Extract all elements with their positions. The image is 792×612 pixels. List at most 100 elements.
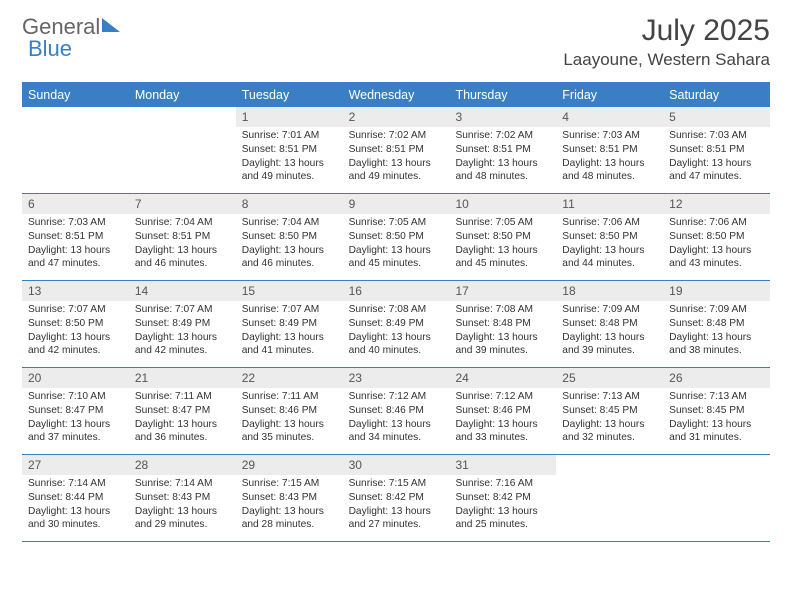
daylight-line: Daylight: 13 hours and 40 minutes. <box>349 331 444 359</box>
sunset-line: Sunset: 8:51 PM <box>135 230 230 244</box>
sunrise-line: Sunrise: 7:03 AM <box>562 129 657 143</box>
daylight-line: Daylight: 13 hours and 33 minutes. <box>455 418 550 446</box>
day-cell: 25Sunrise: 7:13 AMSunset: 8:45 PMDayligh… <box>556 368 663 454</box>
day-number: 7 <box>129 194 236 214</box>
sunrise-line: Sunrise: 7:10 AM <box>28 390 123 404</box>
day-number: 24 <box>449 368 556 388</box>
daylight-line: Daylight: 13 hours and 49 minutes. <box>349 157 444 185</box>
day-cell: 17Sunrise: 7:08 AMSunset: 8:48 PMDayligh… <box>449 281 556 367</box>
sunrise-line: Sunrise: 7:02 AM <box>455 129 550 143</box>
sunset-line: Sunset: 8:50 PM <box>349 230 444 244</box>
day-number: 13 <box>22 281 129 301</box>
day-body: Sunrise: 7:06 AMSunset: 8:50 PMDaylight:… <box>663 214 770 275</box>
day-cell: 22Sunrise: 7:11 AMSunset: 8:46 PMDayligh… <box>236 368 343 454</box>
daylight-line: Daylight: 13 hours and 29 minutes. <box>135 505 230 533</box>
sunset-line: Sunset: 8:51 PM <box>242 143 337 157</box>
weekday-header: Tuesday <box>236 84 343 107</box>
daylight-line: Daylight: 13 hours and 44 minutes. <box>562 244 657 272</box>
weekday-header: Wednesday <box>343 84 450 107</box>
week-row: 1Sunrise: 7:01 AMSunset: 8:51 PMDaylight… <box>22 107 770 194</box>
weekday-header-row: SundayMondayTuesdayWednesdayThursdayFrid… <box>22 84 770 107</box>
sunset-line: Sunset: 8:49 PM <box>242 317 337 331</box>
daylight-line: Daylight: 13 hours and 38 minutes. <box>669 331 764 359</box>
sunset-line: Sunset: 8:42 PM <box>349 491 444 505</box>
day-number: 14 <box>129 281 236 301</box>
week-row: 6Sunrise: 7:03 AMSunset: 8:51 PMDaylight… <box>22 194 770 281</box>
sunset-line: Sunset: 8:51 PM <box>562 143 657 157</box>
day-cell: 28Sunrise: 7:14 AMSunset: 8:43 PMDayligh… <box>129 455 236 541</box>
daylight-line: Daylight: 13 hours and 43 minutes. <box>669 244 764 272</box>
sunset-line: Sunset: 8:44 PM <box>28 491 123 505</box>
day-cell <box>663 455 770 541</box>
sunrise-line: Sunrise: 7:07 AM <box>242 303 337 317</box>
day-body: Sunrise: 7:11 AMSunset: 8:47 PMDaylight:… <box>129 388 236 449</box>
day-cell: 20Sunrise: 7:10 AMSunset: 8:47 PMDayligh… <box>22 368 129 454</box>
sunset-line: Sunset: 8:43 PM <box>135 491 230 505</box>
daylight-line: Daylight: 13 hours and 31 minutes. <box>669 418 764 446</box>
daylight-line: Daylight: 13 hours and 42 minutes. <box>135 331 230 359</box>
week-row: 20Sunrise: 7:10 AMSunset: 8:47 PMDayligh… <box>22 368 770 455</box>
daylight-line: Daylight: 13 hours and 37 minutes. <box>28 418 123 446</box>
daylight-line: Daylight: 13 hours and 25 minutes. <box>455 505 550 533</box>
day-body: Sunrise: 7:09 AMSunset: 8:48 PMDaylight:… <box>663 301 770 362</box>
daylight-line: Daylight: 13 hours and 47 minutes. <box>669 157 764 185</box>
day-cell: 4Sunrise: 7:03 AMSunset: 8:51 PMDaylight… <box>556 107 663 193</box>
sunrise-line: Sunrise: 7:03 AM <box>28 216 123 230</box>
title-area: July 2025 Laayoune, Western Sahara <box>563 14 770 70</box>
day-number: 29 <box>236 455 343 475</box>
day-body: Sunrise: 7:03 AMSunset: 8:51 PMDaylight:… <box>663 127 770 188</box>
sunrise-line: Sunrise: 7:11 AM <box>135 390 230 404</box>
daylight-line: Daylight: 13 hours and 30 minutes. <box>28 505 123 533</box>
day-body: Sunrise: 7:06 AMSunset: 8:50 PMDaylight:… <box>556 214 663 275</box>
day-number: 16 <box>343 281 450 301</box>
day-body: Sunrise: 7:05 AMSunset: 8:50 PMDaylight:… <box>343 214 450 275</box>
sunset-line: Sunset: 8:50 PM <box>669 230 764 244</box>
day-number: 9 <box>343 194 450 214</box>
sunrise-line: Sunrise: 7:07 AM <box>135 303 230 317</box>
day-number: 2 <box>343 107 450 127</box>
day-body: Sunrise: 7:05 AMSunset: 8:50 PMDaylight:… <box>449 214 556 275</box>
day-body: Sunrise: 7:14 AMSunset: 8:44 PMDaylight:… <box>22 475 129 536</box>
sunrise-line: Sunrise: 7:04 AM <box>242 216 337 230</box>
sunset-line: Sunset: 8:43 PM <box>242 491 337 505</box>
logo-text-blue: Blue <box>28 36 72 62</box>
day-number: 17 <box>449 281 556 301</box>
day-number: 8 <box>236 194 343 214</box>
day-cell: 8Sunrise: 7:04 AMSunset: 8:50 PMDaylight… <box>236 194 343 280</box>
sunrise-line: Sunrise: 7:04 AM <box>135 216 230 230</box>
daylight-line: Daylight: 13 hours and 39 minutes. <box>455 331 550 359</box>
day-cell: 1Sunrise: 7:01 AMSunset: 8:51 PMDaylight… <box>236 107 343 193</box>
sunrise-line: Sunrise: 7:13 AM <box>562 390 657 404</box>
day-cell: 30Sunrise: 7:15 AMSunset: 8:42 PMDayligh… <box>343 455 450 541</box>
day-number: 23 <box>343 368 450 388</box>
day-number: 10 <box>449 194 556 214</box>
sunrise-line: Sunrise: 7:07 AM <box>28 303 123 317</box>
day-cell: 14Sunrise: 7:07 AMSunset: 8:49 PMDayligh… <box>129 281 236 367</box>
day-cell: 24Sunrise: 7:12 AMSunset: 8:46 PMDayligh… <box>449 368 556 454</box>
day-cell: 7Sunrise: 7:04 AMSunset: 8:51 PMDaylight… <box>129 194 236 280</box>
day-body: Sunrise: 7:09 AMSunset: 8:48 PMDaylight:… <box>556 301 663 362</box>
weekday-header: Friday <box>556 84 663 107</box>
day-cell <box>556 455 663 541</box>
day-body: Sunrise: 7:07 AMSunset: 8:49 PMDaylight:… <box>236 301 343 362</box>
daylight-line: Daylight: 13 hours and 49 minutes. <box>242 157 337 185</box>
day-number: 18 <box>556 281 663 301</box>
day-body: Sunrise: 7:11 AMSunset: 8:46 PMDaylight:… <box>236 388 343 449</box>
sunrise-line: Sunrise: 7:14 AM <box>28 477 123 491</box>
day-body: Sunrise: 7:02 AMSunset: 8:51 PMDaylight:… <box>343 127 450 188</box>
day-body: Sunrise: 7:08 AMSunset: 8:48 PMDaylight:… <box>449 301 556 362</box>
day-body: Sunrise: 7:13 AMSunset: 8:45 PMDaylight:… <box>663 388 770 449</box>
day-number: 26 <box>663 368 770 388</box>
sunset-line: Sunset: 8:46 PM <box>242 404 337 418</box>
sunrise-line: Sunrise: 7:05 AM <box>455 216 550 230</box>
sunrise-line: Sunrise: 7:08 AM <box>349 303 444 317</box>
sunrise-line: Sunrise: 7:06 AM <box>669 216 764 230</box>
daylight-line: Daylight: 13 hours and 46 minutes. <box>242 244 337 272</box>
daylight-line: Daylight: 13 hours and 35 minutes. <box>242 418 337 446</box>
sunrise-line: Sunrise: 7:15 AM <box>242 477 337 491</box>
day-number: 31 <box>449 455 556 475</box>
sunset-line: Sunset: 8:42 PM <box>455 491 550 505</box>
day-body: Sunrise: 7:08 AMSunset: 8:49 PMDaylight:… <box>343 301 450 362</box>
sunrise-line: Sunrise: 7:03 AM <box>669 129 764 143</box>
sunset-line: Sunset: 8:51 PM <box>455 143 550 157</box>
